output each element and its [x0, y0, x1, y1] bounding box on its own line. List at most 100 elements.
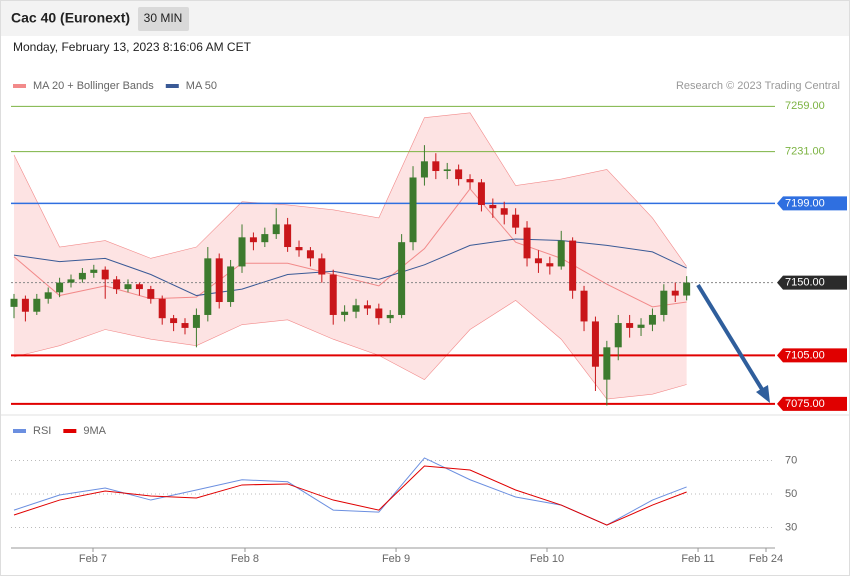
candle-body	[249, 237, 257, 243]
level-label-box	[777, 196, 847, 211]
level-label: 7259.00	[785, 100, 825, 112]
level-label: 7150.00	[785, 277, 825, 289]
x-tick-label: Feb 10	[530, 553, 564, 565]
candle-body	[409, 177, 417, 243]
x-tick-label: Feb 8	[231, 553, 259, 565]
candle-body	[352, 305, 360, 312]
candle-body	[637, 324, 645, 328]
candle-body	[192, 314, 200, 328]
forecast-arrow	[696, 283, 765, 393]
candle-body	[626, 323, 634, 328]
candle-body	[135, 284, 143, 290]
x-tick-label: Feb 11	[681, 553, 714, 565]
candle-body	[489, 204, 497, 209]
candle-body	[648, 314, 656, 325]
candle-body	[329, 274, 337, 315]
candle-body	[215, 258, 223, 303]
candle-body	[113, 279, 121, 290]
plot-layer: 7259.00 7231.00 7199.00 7150.00 7105.00 7075.…	[10, 80, 847, 565]
legend-label: RSI	[33, 425, 51, 437]
candle-body	[398, 242, 406, 315]
candle-body	[363, 305, 371, 309]
candle-body	[580, 290, 588, 322]
candle-body	[546, 263, 554, 267]
candle-body	[306, 250, 314, 259]
candle-body	[443, 169, 451, 172]
level-label: 7199.00	[785, 197, 825, 209]
candle-body	[591, 321, 599, 367]
legend-label: 9MA	[83, 425, 106, 437]
candle-body	[455, 169, 463, 180]
legend-swatch	[13, 429, 26, 433]
candle-body	[477, 182, 485, 205]
legend-label: MA 50	[186, 80, 217, 92]
candle-body	[90, 269, 98, 273]
candle-body	[204, 258, 212, 315]
candle-body	[158, 298, 166, 319]
candle-body	[683, 282, 691, 296]
candle-body	[523, 227, 531, 259]
level-label: 7105.00	[785, 349, 825, 361]
candle-body	[420, 161, 428, 178]
candle-body	[261, 234, 269, 243]
candle-body	[341, 311, 349, 315]
bollinger-upper	[13, 112, 687, 267]
interval-label[interactable]: 30 MIN	[144, 11, 183, 25]
x-tick-label: Feb 24	[749, 553, 783, 565]
candle-body	[10, 298, 18, 307]
candle-body	[147, 289, 155, 299]
candle-body	[227, 266, 235, 303]
candle-body	[569, 240, 577, 291]
candle-body	[386, 314, 394, 319]
candle-body	[272, 224, 280, 235]
candle-body	[170, 318, 178, 324]
y-tick-label: 70	[785, 454, 797, 466]
candle-body	[56, 282, 64, 293]
candle-body	[534, 258, 542, 264]
level-label-box	[777, 396, 847, 411]
candle-body	[44, 292, 52, 299]
forecast-arrowhead	[756, 385, 770, 403]
candle-body	[101, 269, 109, 280]
x-tick-label: Feb 7	[79, 553, 107, 565]
interval-button[interactable]	[138, 7, 189, 31]
candle-body	[21, 298, 29, 312]
candle-body	[33, 298, 41, 312]
candle-body	[557, 240, 565, 267]
timestamp: Monday, February 13, 2023 8:16:06 AM CET	[13, 40, 252, 54]
candle-body	[603, 347, 611, 380]
candle-body	[500, 208, 508, 215]
level-label-box	[777, 275, 847, 290]
candle-body	[671, 290, 679, 296]
y-tick-label: 50	[785, 488, 797, 500]
legend-swatch	[165, 84, 179, 88]
candle-body	[238, 237, 246, 267]
candle-body	[124, 284, 132, 290]
candle-body	[295, 247, 303, 251]
candle-body	[67, 279, 75, 283]
level-label: 7075.00	[785, 398, 825, 410]
candle-body	[614, 323, 622, 348]
series-line	[13, 465, 687, 526]
candle-body	[78, 272, 86, 280]
candle-body	[660, 290, 668, 315]
legend-swatch	[63, 429, 77, 433]
legend-label: MA 20 + Bollinger Bands	[33, 80, 154, 92]
bollinger-lower	[13, 300, 687, 400]
level-label-box	[777, 348, 847, 363]
candle-body	[318, 258, 326, 275]
candle-body	[181, 323, 189, 328]
legend-swatch	[13, 84, 26, 88]
level-label: 7231.00	[785, 146, 825, 158]
y-tick-label: 30	[785, 521, 797, 533]
ma50-line	[13, 238, 687, 297]
credit: Research © 2023 Trading Central	[676, 80, 840, 92]
candle-body	[284, 224, 292, 248]
title: Cac 40 (Euronext)	[11, 10, 130, 26]
x-tick-label: Feb 9	[382, 553, 410, 565]
candle-body	[375, 308, 383, 319]
candle-body	[466, 179, 474, 183]
candle-body	[432, 161, 440, 172]
